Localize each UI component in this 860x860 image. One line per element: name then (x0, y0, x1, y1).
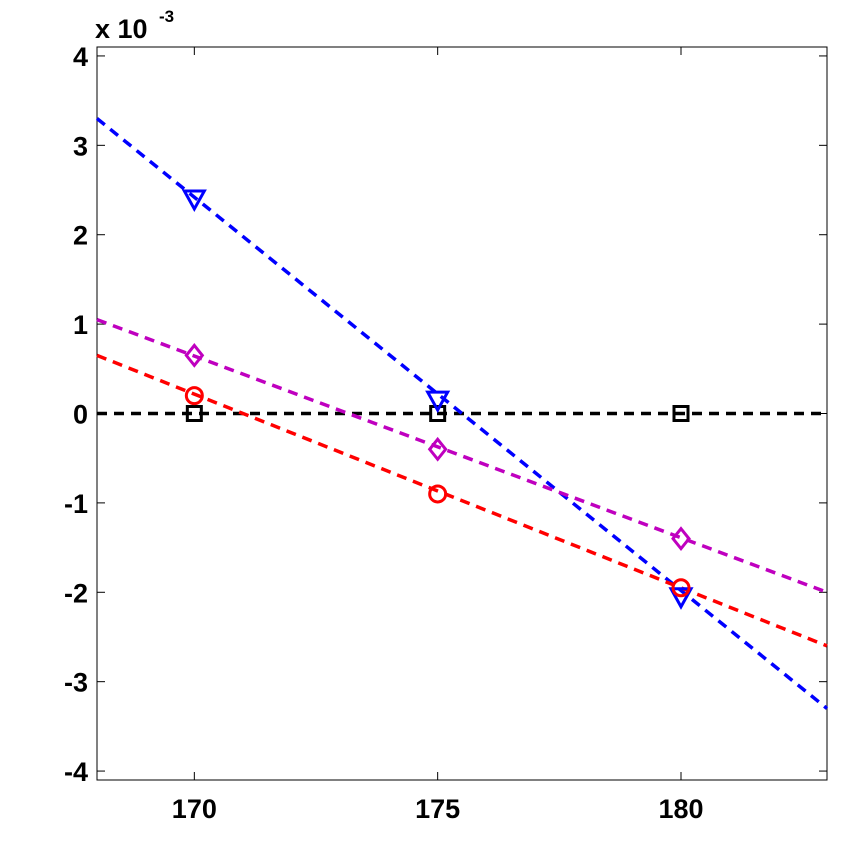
series-triangle-down-point (425, 390, 451, 414)
series-lines (95, 117, 829, 710)
series-triangle-down-line (95, 117, 829, 710)
y-multiplier-exponent: -3 (159, 7, 174, 26)
y-tick-label: 2 (73, 221, 88, 251)
y-tick-label: 3 (73, 131, 88, 161)
series-diamond-point (184, 342, 205, 368)
series-circle-point (671, 578, 691, 598)
axis-ticks (97, 47, 827, 780)
series-triangle-down-point (668, 587, 694, 610)
series-square-point (672, 405, 690, 422)
series-triangle-down-point (181, 189, 207, 213)
series-circle-line (96, 353, 828, 648)
series-diamond-line (96, 318, 828, 594)
y-tick-label: 0 (73, 400, 88, 430)
series-circle-point (428, 484, 448, 504)
series-markers (181, 189, 694, 610)
x-tick-label: 180 (658, 794, 703, 824)
series-diamond-point (427, 436, 448, 462)
series-circle-point (184, 386, 204, 406)
x-tick-label: 175 (415, 794, 460, 824)
y-tick-label: 4 (73, 42, 88, 72)
y-tick-label: -1 (64, 489, 88, 519)
tick-labels: 170 175 180 -4 -3 -2 -1 0 1 2 3 4 (64, 42, 704, 824)
x-tick-label: 170 (172, 794, 217, 824)
series-square-point (429, 405, 447, 422)
y-multiplier-base: x 10 (95, 14, 148, 44)
y-tick-label: -4 (64, 757, 88, 787)
y-tick-label: -3 (64, 668, 88, 698)
y-tick-label: 1 (73, 310, 88, 340)
series-square-point (185, 405, 203, 422)
series-diamond-point (671, 526, 691, 552)
y-tick-label: -2 (64, 578, 88, 608)
